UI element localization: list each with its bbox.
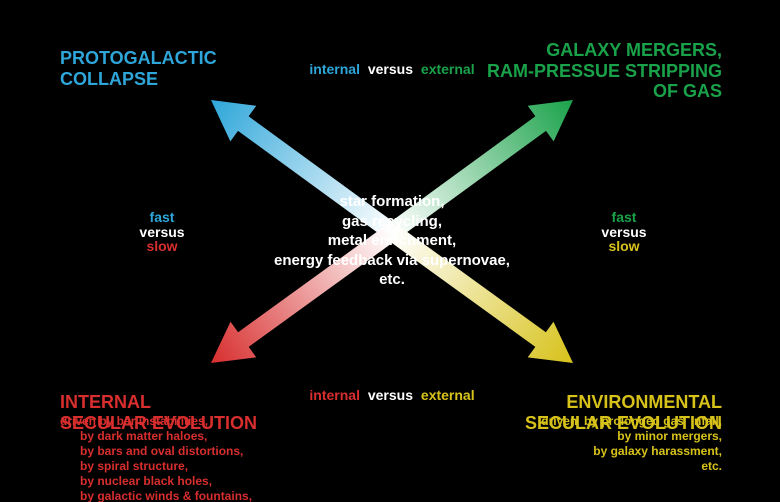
edge-left-word-fast: fast	[139, 210, 184, 225]
sublist-bottom-right: driven by prolonged gas infall, by minor…	[541, 414, 722, 474]
center-processes-text: star formation, gas recycling, metal enr…	[274, 192, 510, 290]
edge-label-left: fast versus slow	[139, 210, 184, 254]
corner-title-top-left: PROTOGALACTIC COLLAPSE	[60, 48, 217, 89]
edge-bottom-word-versus: versus	[368, 387, 413, 403]
edge-top-word-external: external	[421, 61, 475, 77]
edge-label-right: fast versus slow	[601, 210, 646, 254]
edge-left-word-versus: versus	[139, 225, 184, 240]
edge-right-word-slow: slow	[601, 239, 646, 254]
corner-title-top-right: GALAXY MERGERS, RAM-PRESSUE STRIPPING OF…	[487, 40, 722, 102]
edge-top-word-versus: versus	[368, 61, 413, 77]
edge-bottom-word-internal: internal	[309, 387, 360, 403]
sublist-bottom-left: driven by bar instabilities, by dark mat…	[60, 414, 252, 502]
edge-label-top: internal versus external	[309, 62, 474, 77]
diagram-stage: PROTOGALACTIC COLLAPSE GALAXY MERGERS, R…	[0, 0, 780, 502]
edge-top-word-internal: internal	[309, 61, 360, 77]
edge-bottom-word-external: external	[421, 387, 475, 403]
edge-left-word-slow: slow	[139, 239, 184, 254]
edge-right-word-versus: versus	[601, 225, 646, 240]
edge-right-word-fast: fast	[601, 210, 646, 225]
edge-label-bottom: internal versus external	[309, 388, 474, 403]
